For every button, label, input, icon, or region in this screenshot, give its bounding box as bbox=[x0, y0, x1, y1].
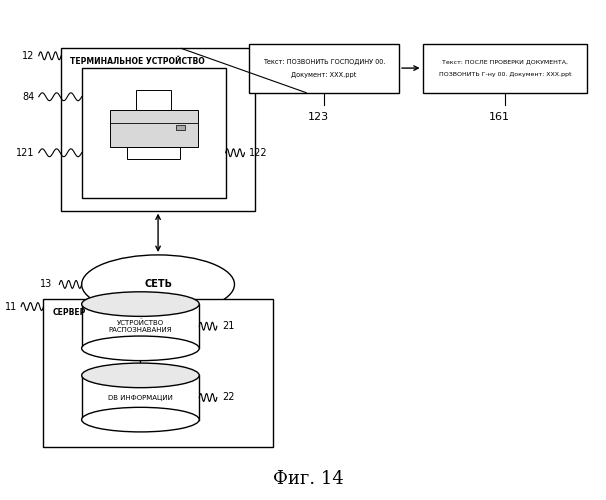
Text: УСТРОЙСТВО
РАСПОЗНАВАНИЯ: УСТРОЙСТВО РАСПОЗНАВАНИЯ bbox=[108, 320, 172, 333]
Text: 22: 22 bbox=[223, 392, 235, 402]
Text: DB ИНФОРМАЦИИ: DB ИНФОРМАЦИИ bbox=[108, 394, 173, 400]
Ellipse shape bbox=[82, 336, 199, 360]
Bar bbox=[422, 44, 587, 92]
Bar bbox=[82, 68, 225, 198]
Text: 121: 121 bbox=[16, 148, 35, 158]
Ellipse shape bbox=[82, 363, 199, 388]
Bar bbox=[44, 299, 273, 446]
Text: ТЕРМИНАЛЬНОЕ УСТРОЙСТВО: ТЕРМИНАЛЬНОЕ УСТРОЙСТВО bbox=[70, 58, 205, 66]
Bar bbox=[176, 124, 184, 130]
Text: 11: 11 bbox=[5, 302, 17, 312]
Text: 123: 123 bbox=[308, 112, 329, 122]
Ellipse shape bbox=[82, 292, 199, 316]
Bar bbox=[82, 304, 199, 348]
Bar bbox=[136, 90, 171, 110]
Text: 12: 12 bbox=[22, 51, 35, 61]
Text: 13: 13 bbox=[40, 280, 52, 289]
Text: 122: 122 bbox=[249, 148, 268, 158]
Bar bbox=[127, 147, 180, 160]
Ellipse shape bbox=[82, 255, 235, 314]
Ellipse shape bbox=[82, 408, 199, 432]
Text: 161: 161 bbox=[488, 112, 510, 122]
Text: Текст: ПОСЛЕ ПРОВЕРКИ ДОКУМЕНТА,: Текст: ПОСЛЕ ПРОВЕРКИ ДОКУМЕНТА, bbox=[442, 59, 568, 64]
Text: ПОЗВОНИТЬ Г-ну 00. Документ: ХХХ.ppt: ПОЗВОНИТЬ Г-ну 00. Документ: ХХХ.ppt bbox=[439, 72, 571, 77]
Text: 84: 84 bbox=[22, 92, 35, 102]
Bar bbox=[61, 48, 255, 210]
Bar bbox=[82, 376, 199, 420]
Text: Фиг. 14: Фиг. 14 bbox=[273, 470, 344, 488]
Text: 21: 21 bbox=[223, 321, 235, 331]
Text: СЕТЬ: СЕТЬ bbox=[144, 280, 172, 289]
Bar bbox=[110, 110, 198, 147]
Text: Текст: ПОЗВОНИТЬ ГОСПОДИНУ 00.: Текст: ПОЗВОНИТЬ ГОСПОДИНУ 00. bbox=[263, 58, 385, 65]
Bar bbox=[249, 44, 399, 92]
Text: СЕРВЕР: СЕРВЕР bbox=[52, 308, 85, 317]
Text: Документ: ХХХ.ppt: Документ: ХХХ.ppt bbox=[291, 72, 357, 78]
